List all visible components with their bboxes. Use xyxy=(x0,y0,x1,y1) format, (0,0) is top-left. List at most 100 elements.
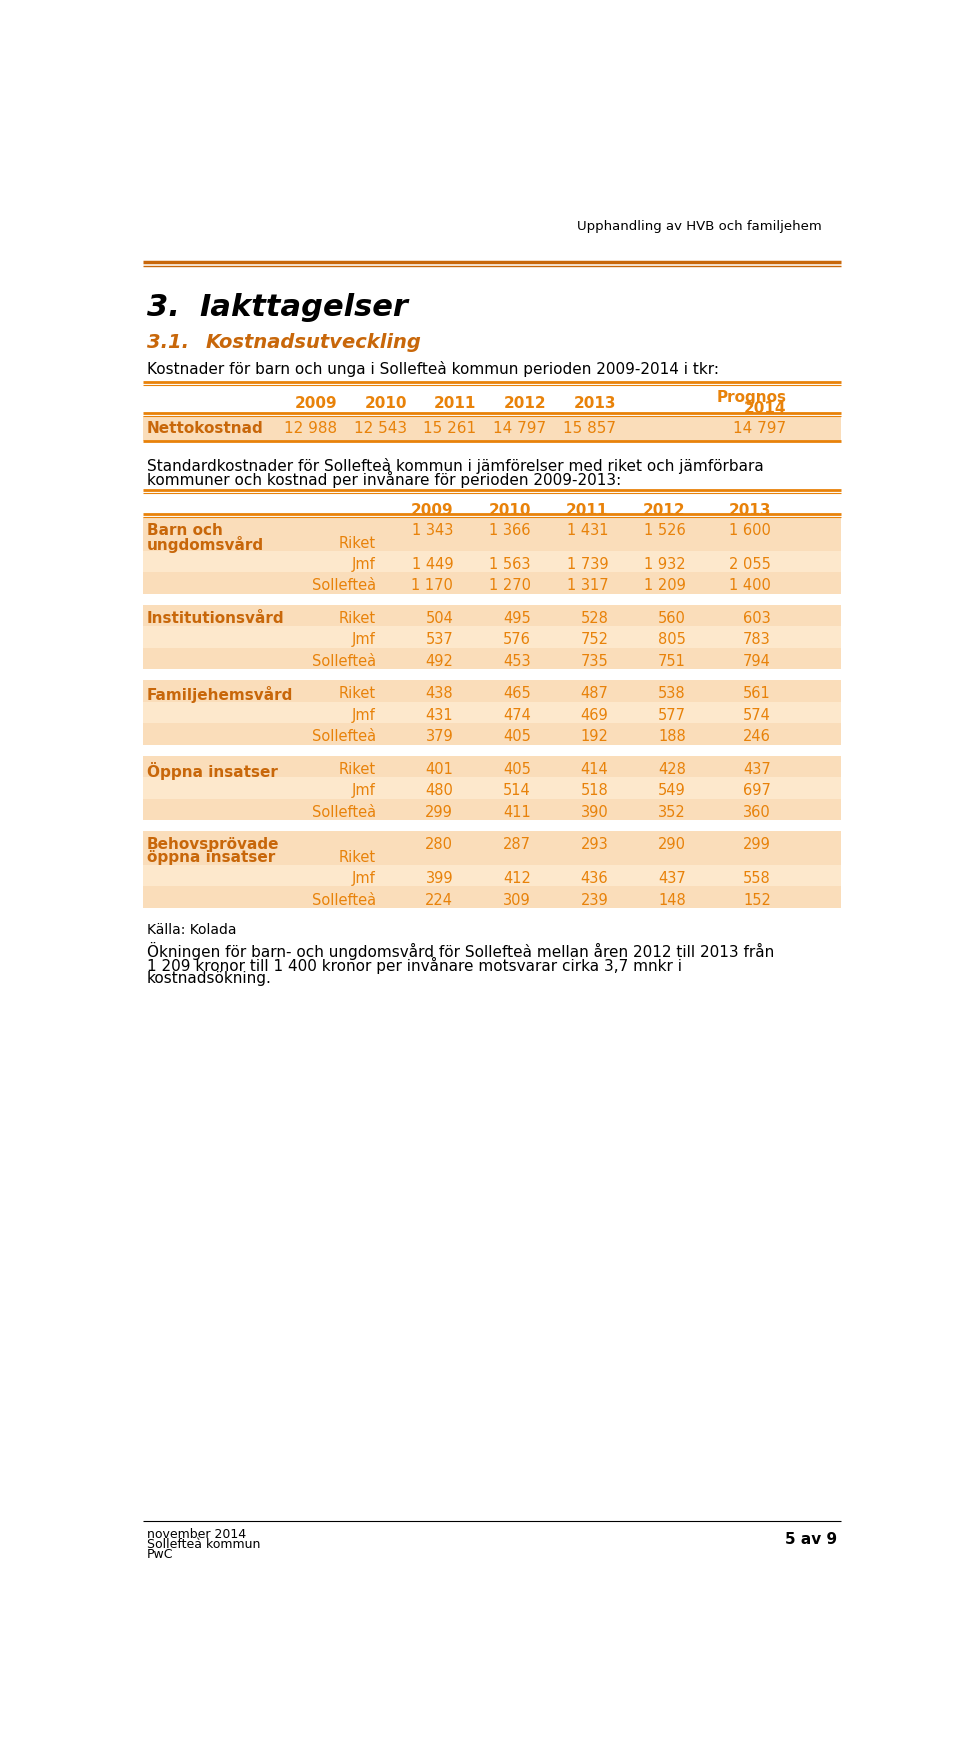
Text: 514: 514 xyxy=(503,783,531,798)
Text: Sollefteà: Sollefteà xyxy=(312,805,375,819)
Text: 2009: 2009 xyxy=(295,397,337,411)
Text: 480: 480 xyxy=(425,783,453,798)
Text: 12 988: 12 988 xyxy=(284,421,337,437)
Text: Riket: Riket xyxy=(339,851,375,865)
Bar xyxy=(143,723,841,744)
Text: 495: 495 xyxy=(503,611,531,625)
Text: PwC: PwC xyxy=(147,1548,174,1560)
Text: Riket: Riket xyxy=(339,611,375,625)
Text: 148: 148 xyxy=(658,893,685,908)
Text: 2010: 2010 xyxy=(364,397,407,411)
Text: 3.1.: 3.1. xyxy=(147,334,189,351)
Text: 577: 577 xyxy=(658,708,685,723)
Text: 309: 309 xyxy=(503,893,531,908)
Text: 794: 794 xyxy=(743,653,771,669)
Text: november 2014: november 2014 xyxy=(147,1529,247,1541)
Text: kommuner och kostnad per invånare för perioden 2009-2013:: kommuner och kostnad per invånare för pe… xyxy=(147,472,621,489)
Text: 518: 518 xyxy=(581,783,609,798)
Bar xyxy=(143,702,841,723)
Text: 15 857: 15 857 xyxy=(563,421,616,437)
Text: Sollefteà: Sollefteà xyxy=(312,730,375,744)
Text: 2013: 2013 xyxy=(729,503,771,519)
Text: 537: 537 xyxy=(425,632,453,648)
Text: Kostnader för barn och unga i Sollefteà kommun perioden 2009-2014 i tkr:: Kostnader för barn och unga i Sollefteà… xyxy=(147,360,719,377)
Text: 528: 528 xyxy=(581,611,609,625)
Text: 360: 360 xyxy=(743,805,771,819)
Text: Sollefteà: Sollefteà xyxy=(312,653,375,669)
Text: 752: 752 xyxy=(580,632,609,648)
Text: 438: 438 xyxy=(425,687,453,701)
Text: 1 366: 1 366 xyxy=(490,522,531,538)
Text: 399: 399 xyxy=(425,872,453,886)
Text: Behovsprövade: Behovsprövade xyxy=(147,837,279,853)
Text: 15 261: 15 261 xyxy=(423,421,476,437)
Text: 1 431: 1 431 xyxy=(566,522,609,538)
Text: 783: 783 xyxy=(743,632,771,648)
Text: Barn och: Barn och xyxy=(147,522,223,538)
Text: Kostnadsutveckling: Kostnadsutveckling xyxy=(205,334,421,351)
Text: Sollefteà kommun: Sollefteà kommun xyxy=(147,1537,260,1551)
Text: 379: 379 xyxy=(425,730,453,744)
Text: Jmf: Jmf xyxy=(352,632,375,648)
Text: 287: 287 xyxy=(503,837,531,853)
Text: Jmf: Jmf xyxy=(352,872,375,886)
Text: 14 797: 14 797 xyxy=(493,421,546,437)
Text: 2010: 2010 xyxy=(489,503,531,519)
Text: 1 449: 1 449 xyxy=(412,557,453,571)
Bar xyxy=(143,680,841,702)
Text: 2009: 2009 xyxy=(411,503,453,519)
Text: 299: 299 xyxy=(743,837,771,853)
Text: 14 797: 14 797 xyxy=(733,421,786,437)
Text: öppna insatser: öppna insatser xyxy=(147,851,276,865)
Text: 504: 504 xyxy=(425,611,453,625)
Text: 188: 188 xyxy=(658,730,685,744)
Text: 1 343: 1 343 xyxy=(412,522,453,538)
Text: 1 270: 1 270 xyxy=(489,578,531,594)
Text: Ökningen för barn- och ungdomsvård för Sollefteà mellan åren 2012 till 2013 frå: Ökningen för barn- och ungdomsvård för S… xyxy=(147,942,775,959)
Text: 474: 474 xyxy=(503,708,531,723)
Text: Källa: Kolada: Källa: Kolada xyxy=(147,924,236,938)
Text: 3.: 3. xyxy=(147,293,180,321)
Text: Jmf: Jmf xyxy=(352,708,375,723)
Text: Nettokostnad: Nettokostnad xyxy=(147,421,264,437)
Text: 492: 492 xyxy=(425,653,453,669)
Text: 290: 290 xyxy=(658,837,685,853)
Text: 1 317: 1 317 xyxy=(566,578,609,594)
Text: 1 600: 1 600 xyxy=(730,522,771,538)
Bar xyxy=(143,416,841,440)
Text: 487: 487 xyxy=(581,687,609,701)
Text: 437: 437 xyxy=(743,762,771,777)
Text: Iakttagelser: Iakttagelser xyxy=(199,293,408,321)
Text: 414: 414 xyxy=(581,762,609,777)
Text: 1 526: 1 526 xyxy=(644,522,685,538)
Text: 431: 431 xyxy=(425,708,453,723)
Bar xyxy=(143,755,841,777)
Text: 12 543: 12 543 xyxy=(353,421,407,437)
Text: 293: 293 xyxy=(581,837,609,853)
Text: Standardkostnader för Sollefteà kommun i jämförelser med riket och jämförbara: Standardkostnader för Sollefteà kommun … xyxy=(147,458,764,473)
Text: 1 563: 1 563 xyxy=(490,557,531,571)
Text: 805: 805 xyxy=(658,632,685,648)
Text: ungdomsvård: ungdomsvård xyxy=(147,536,264,554)
Text: 246: 246 xyxy=(743,730,771,744)
Text: 538: 538 xyxy=(659,687,685,701)
Text: 2011: 2011 xyxy=(434,397,476,411)
Text: 576: 576 xyxy=(503,632,531,648)
Text: 411: 411 xyxy=(503,805,531,819)
Text: Jmf: Jmf xyxy=(352,557,375,571)
Text: 2 055: 2 055 xyxy=(730,557,771,571)
Text: 1 209: 1 209 xyxy=(644,578,685,594)
Text: 1 739: 1 739 xyxy=(566,557,609,571)
Text: 751: 751 xyxy=(658,653,685,669)
Bar xyxy=(143,517,841,550)
Text: 1 400: 1 400 xyxy=(730,578,771,594)
Text: 299: 299 xyxy=(425,805,453,819)
Text: Institutionsvård: Institutionsvård xyxy=(147,611,285,625)
Text: 2014: 2014 xyxy=(744,402,786,416)
Text: 697: 697 xyxy=(743,783,771,798)
Text: 469: 469 xyxy=(581,708,609,723)
Text: 437: 437 xyxy=(658,872,685,886)
Bar xyxy=(143,604,841,625)
Text: 2012: 2012 xyxy=(643,503,685,519)
Bar xyxy=(143,798,841,821)
